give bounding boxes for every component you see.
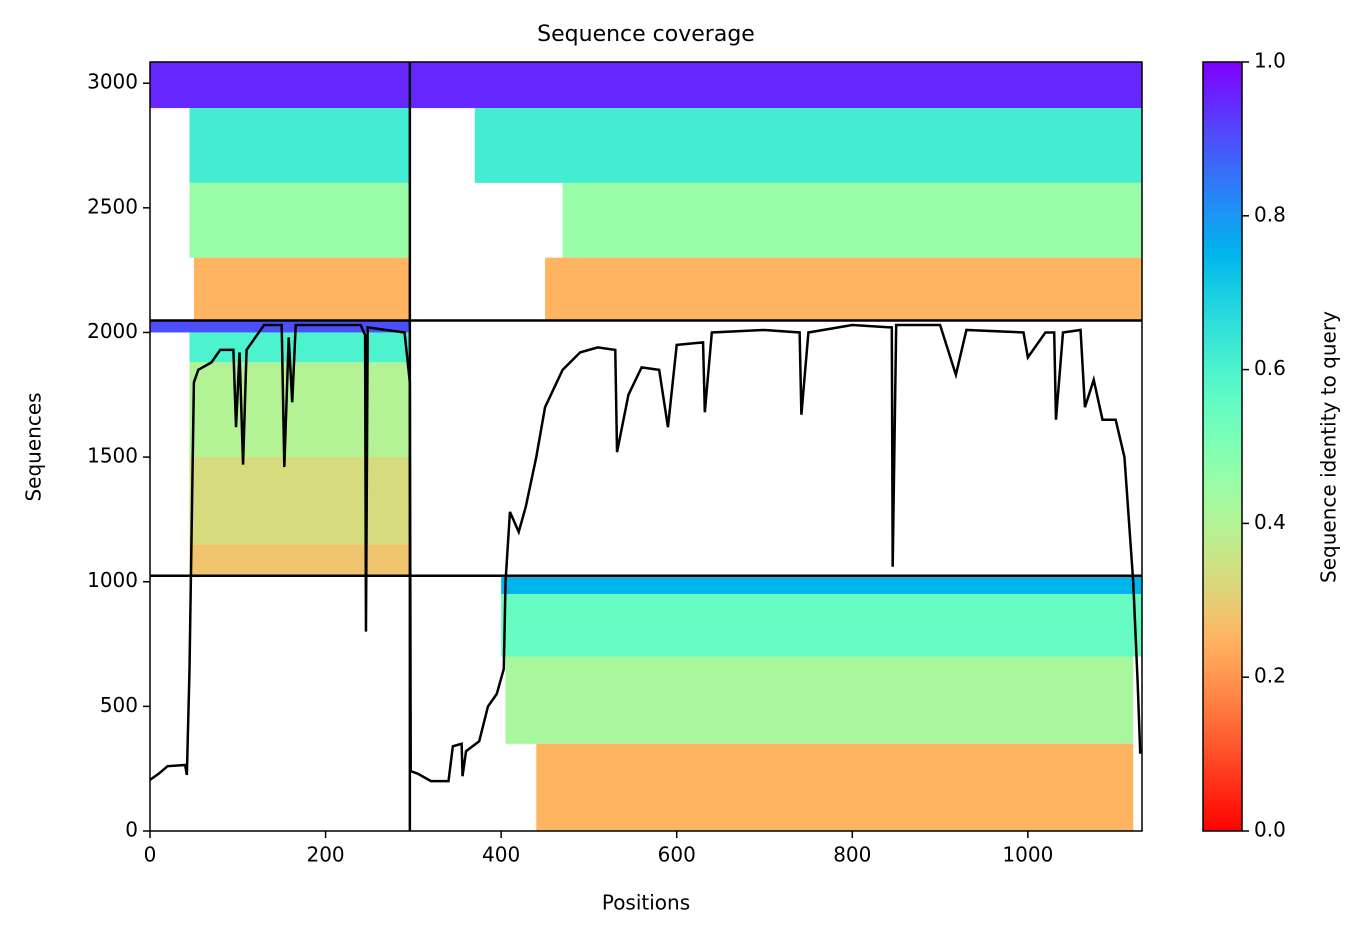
y-tick-label: 1000 bbox=[87, 568, 138, 592]
coverage-band bbox=[189, 182, 410, 258]
coverage-band bbox=[189, 108, 410, 183]
coverage-band bbox=[501, 594, 1142, 657]
coverage-band bbox=[501, 575, 1142, 595]
colorbar-tick-label: 1.0 bbox=[1254, 49, 1286, 73]
coverage-band bbox=[189, 362, 410, 458]
x-tick-label: 200 bbox=[306, 843, 344, 867]
y-tick-label: 500 bbox=[100, 693, 138, 717]
x-tick-label: 800 bbox=[833, 843, 871, 867]
colorbar-label: Sequence identity to query bbox=[1317, 311, 1341, 583]
coverage-band bbox=[189, 544, 410, 576]
colorbar-tick-label: 0.4 bbox=[1254, 510, 1286, 534]
coverage-band bbox=[536, 743, 1134, 831]
colorbar-tick-label: 0.6 bbox=[1254, 356, 1286, 380]
plot-frame bbox=[149, 61, 1143, 832]
y-axis-label: Sequences bbox=[22, 392, 46, 501]
chart-title: Sequence coverage bbox=[537, 22, 755, 47]
y-tick-label: 1500 bbox=[87, 444, 138, 468]
y-tick-label: 0 bbox=[125, 818, 138, 842]
coverage-band bbox=[150, 320, 410, 333]
y-tick-label: 2000 bbox=[87, 319, 138, 343]
colorbar-tick-label: 0.2 bbox=[1254, 664, 1286, 688]
coverage-line bbox=[149, 323, 1142, 783]
colorbar bbox=[1202, 61, 1243, 832]
x-tick-label: 400 bbox=[482, 843, 520, 867]
coverage-band bbox=[474, 108, 1142, 183]
y-tick-label: 2500 bbox=[87, 194, 138, 218]
coverage-band bbox=[562, 182, 1142, 258]
x-tick-label: 0 bbox=[144, 843, 157, 867]
colorbar-tick-label: 0.0 bbox=[1254, 818, 1286, 842]
coverage-band bbox=[193, 257, 410, 321]
x-axis-label: Positions bbox=[602, 891, 690, 915]
x-tick-label: 600 bbox=[658, 843, 696, 867]
coverage-band bbox=[189, 457, 410, 545]
coverage-band bbox=[545, 257, 1142, 321]
coverage-band bbox=[505, 656, 1134, 744]
coverage-band bbox=[189, 332, 410, 363]
colorbar-tick-label: 0.8 bbox=[1254, 202, 1286, 226]
coverage-band bbox=[150, 62, 1142, 109]
y-tick-label: 3000 bbox=[87, 70, 138, 94]
x-tick-label: 1000 bbox=[1002, 843, 1053, 867]
